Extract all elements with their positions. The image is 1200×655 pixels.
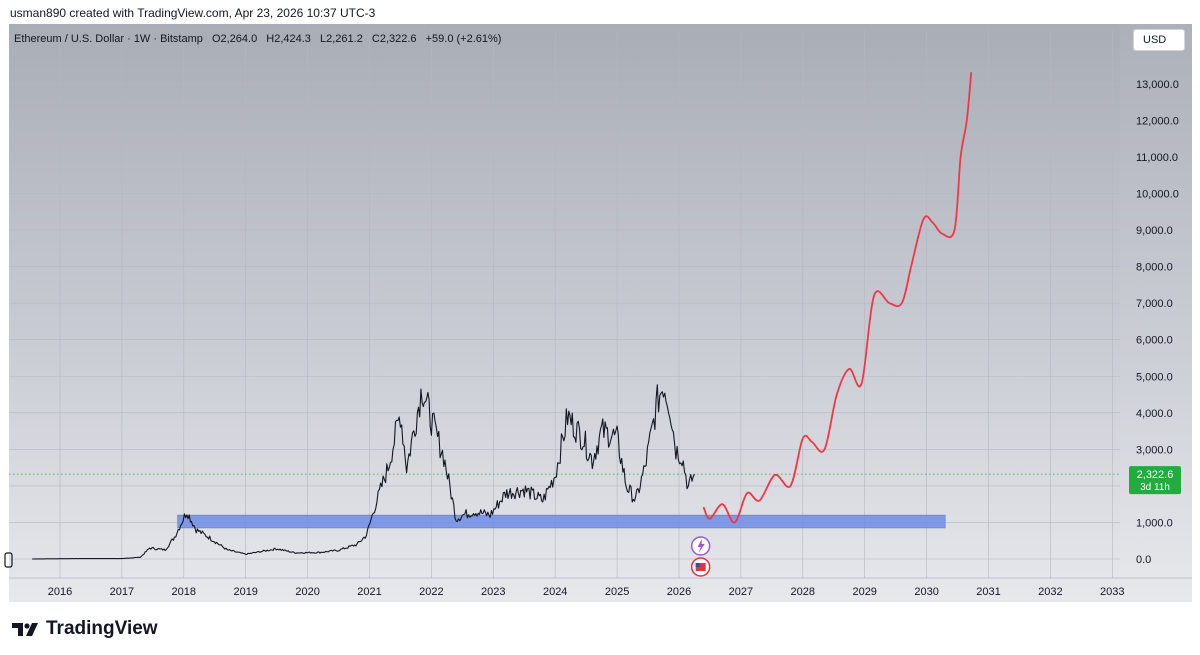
x-tick-label: 2029 (852, 586, 876, 598)
tradingview-logo[interactable]: TradingView (12, 618, 158, 640)
y-tick-label: 5,000.0 (1136, 371, 1173, 383)
y-tick-label: 9,000.0 (1136, 225, 1173, 237)
projection-line (702, 72, 973, 524)
support-zone (177, 514, 946, 529)
price-series-line (32, 384, 695, 560)
ohlc-high: H2,424.3 (266, 33, 311, 45)
left-edge-marker-icon (4, 552, 13, 568)
ohlc-change: +59.0 (+2.61%) (425, 33, 502, 45)
y-tick-label: 0.0 (1136, 554, 1151, 566)
x-tick-label: 2030 (914, 586, 938, 598)
x-tick-label: 2033 (1100, 586, 1124, 598)
x-tick-label: 2022 (419, 586, 443, 598)
x-tick-label: 2026 (667, 586, 691, 598)
x-tick-label: 2031 (976, 586, 1000, 598)
x-tick-label: 2021 (357, 586, 381, 598)
x-tick-label: 2019 (233, 586, 257, 598)
y-tick-label: 11,000.0 (1136, 152, 1178, 164)
chart-credit: usman890 created with TradingView.com, A… (10, 6, 376, 20)
y-tick-label: 13,000.0 (1136, 79, 1179, 91)
symbol-title[interactable]: Ethereum / U.S. Dollar · 1W · Bitstamp (14, 33, 203, 45)
y-tick-label: 10,000.0 (1136, 189, 1179, 201)
price-tag-countdown: 3d 11h (1140, 482, 1170, 493)
price-tag (1129, 466, 1181, 495)
x-tick-label: 2024 (543, 586, 567, 598)
ohlc-low: L2,261.2 (320, 33, 363, 45)
price-tag-value: 2,322.6 (1137, 469, 1174, 481)
y-tick-label: 6,000.0 (1136, 335, 1173, 347)
x-tick-label: 2016 (48, 586, 72, 598)
x-tick-label: 2020 (295, 586, 319, 598)
us-flag-icon (695, 563, 706, 571)
y-tick-label: 8,000.0 (1136, 262, 1173, 274)
ohlc-open: O2,264.0 (211, 33, 258, 45)
x-tick-label: 2023 (481, 586, 505, 598)
lightning-bolt-icon (697, 539, 705, 553)
x-tick-label: 2018 (172, 586, 196, 598)
y-tick-label: 7,000.0 (1136, 298, 1173, 310)
grid (9, 30, 1120, 578)
y-tick-label: 1,000.0 (1136, 517, 1173, 529)
x-tick-label: 2028 (791, 586, 815, 598)
x-tick-label: 2032 (1038, 586, 1062, 598)
tradingview-logo-icon (12, 623, 38, 636)
x-tick-label: 2027 (729, 586, 753, 598)
ohlc-close: C2,322.6 (371, 33, 417, 45)
y-tick-label: 12,000.0 (1136, 115, 1179, 127)
currency-button[interactable]: USD (1133, 29, 1185, 51)
y-tick-label: 3,000.0 (1136, 444, 1173, 456)
us-flag-canton-icon (695, 563, 700, 567)
x-tick-label: 2017 (110, 586, 134, 598)
brand-name: TradingView (46, 618, 158, 639)
symbol-legend: Ethereum / U.S. Dollar · 1W · Bitstamp O… (14, 33, 507, 45)
x-tick-label: 2025 (605, 586, 629, 598)
y-tick-label: 4,000.0 (1136, 408, 1173, 420)
